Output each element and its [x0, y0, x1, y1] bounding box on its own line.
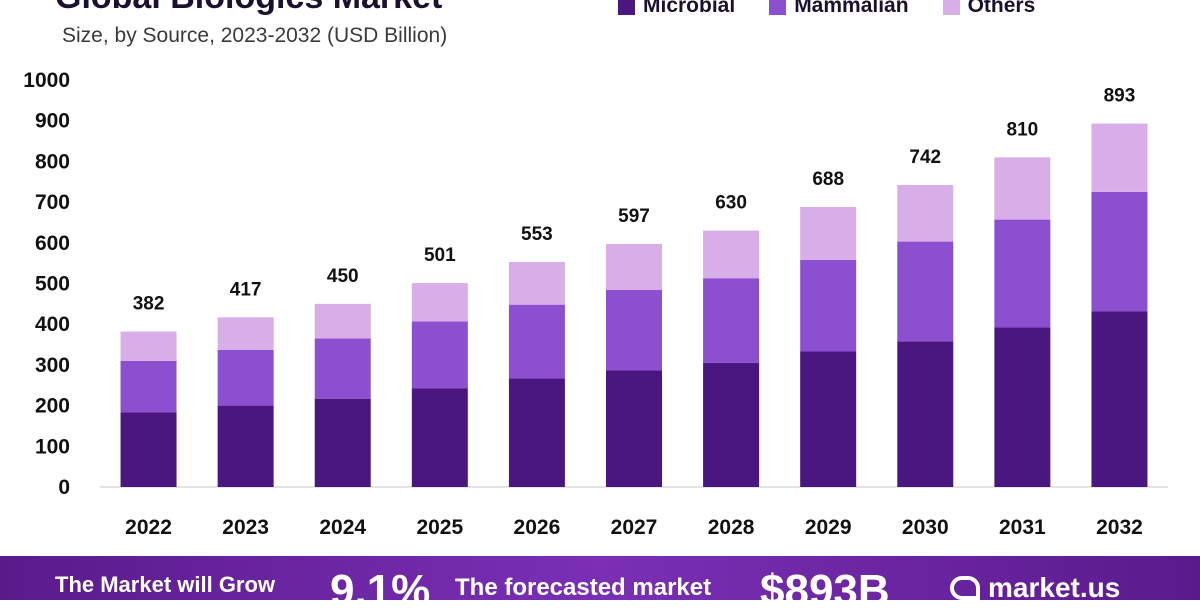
- data-label-total: 417: [230, 279, 262, 300]
- bar-mammalian-2032: [1091, 191, 1148, 312]
- footer-forecast-text: The forecasted market: [455, 574, 712, 601]
- x-tick-label: 2029: [805, 516, 852, 539]
- bar-microbial-2029: [800, 351, 857, 487]
- data-label-total: 742: [909, 147, 941, 168]
- bar-microbial-2024: [314, 398, 371, 487]
- legend-item-microbial: Microbial: [618, 0, 735, 18]
- data-label-total: 810: [1007, 119, 1039, 140]
- bar-mammalian-2031: [994, 219, 1051, 328]
- y-tick-label: 500: [35, 273, 70, 296]
- legend-item-others: Others: [942, 0, 1036, 18]
- bar-others-2023: [217, 317, 274, 350]
- bar-microbial-2027: [606, 370, 662, 487]
- x-tick-label: 2026: [514, 516, 561, 539]
- x-tick-label: 2027: [611, 516, 658, 539]
- bar-others-2024: [314, 303, 371, 339]
- bar-microbial-2026: [508, 378, 565, 487]
- bar-microbial-2032: [1091, 311, 1148, 487]
- footer-forecast-value: $893B: [760, 566, 890, 615]
- bar-mammalian-2028: [703, 278, 760, 363]
- x-tick-label: 2028: [708, 516, 755, 539]
- bar-microbial-2022: [120, 412, 177, 487]
- y-tick-label: 400: [35, 313, 70, 336]
- bar-mammalian-2022: [120, 360, 177, 413]
- market-us-logo-icon: [950, 576, 980, 600]
- x-tick-label: 2032: [1096, 516, 1143, 539]
- bar-microbial-2031: [994, 327, 1051, 487]
- y-tick-label: 800: [35, 150, 70, 173]
- y-tick-label: 0: [58, 476, 70, 499]
- legend-label-microbial: Microbial: [643, 0, 736, 17]
- y-tick-label: 900: [35, 110, 70, 133]
- chart-title: Global Biologics Market: [55, 0, 442, 17]
- bar-mammalian-2023: [217, 349, 274, 406]
- y-tick-label: 1000: [23, 69, 70, 92]
- x-tick-label: 2030: [902, 516, 949, 539]
- bar-others-2029: [800, 206, 857, 260]
- bar-mammalian-2025: [411, 321, 468, 389]
- bar-mammalian-2026: [508, 304, 565, 379]
- legend-label-mammalian: Mammalian: [794, 0, 909, 17]
- bar-others-2031: [994, 157, 1051, 220]
- bar-microbial-2028: [703, 362, 760, 487]
- x-tick-label: 2022: [125, 516, 172, 539]
- x-tick-label: 2023: [222, 516, 269, 539]
- legend-item-mammalian: Mammalian: [769, 0, 909, 18]
- bar-microbial-2030: [897, 341, 954, 487]
- legend-label-others: Others: [967, 0, 1036, 17]
- stacked-bar-chart: 0 100 200 300 400 500 600 700 800 900 1000 382 2022 4…: [23, 69, 1168, 539]
- bar-mammalian-2029: [800, 259, 857, 352]
- data-label-total: 630: [715, 193, 747, 214]
- bar-others-2027: [606, 244, 662, 291]
- y-tick-label: 100: [35, 435, 70, 458]
- footer-grow-text: The Market will Grow: [55, 572, 276, 597]
- footer-brand-label: market.us: [988, 572, 1121, 603]
- bar-others-2028: [703, 230, 760, 279]
- chart-subtitle: Size, by Source, 2023-2032 (USD Billion): [62, 24, 448, 47]
- data-label-total: 501: [424, 245, 456, 266]
- y-tick-label: 600: [35, 232, 70, 255]
- bar-mammalian-2030: [897, 241, 954, 342]
- legend-swatch-microbial: [618, 0, 635, 15]
- footer-cagr-value: 9.1%: [330, 566, 431, 615]
- bar-mammalian-2027: [606, 290, 662, 371]
- y-tick-label: 200: [35, 395, 70, 418]
- x-tick-label: 2024: [319, 516, 366, 539]
- legend-swatch-mammalian: [769, 0, 787, 15]
- x-tick-label: 2025: [416, 516, 463, 539]
- data-label-total: 382: [133, 294, 165, 315]
- bar-microbial-2023: [217, 405, 274, 487]
- data-label-total: 450: [327, 266, 359, 287]
- legend-swatch-others: [942, 0, 960, 15]
- data-label-total: 893: [1104, 86, 1136, 107]
- bar-others-2022: [120, 331, 177, 361]
- data-label-total: 597: [618, 206, 650, 227]
- data-label-total: 553: [521, 224, 553, 245]
- data-label-total: 688: [812, 169, 844, 190]
- x-tick-label: 2031: [999, 516, 1046, 539]
- bar-mammalian-2024: [314, 338, 371, 399]
- bar-microbial-2025: [411, 388, 468, 487]
- footer-brand: market.us: [950, 572, 1120, 604]
- bar-others-2030: [897, 185, 954, 242]
- legend: Microbial Mammalian Others: [618, 0, 1035, 18]
- y-tick-label: 700: [35, 191, 70, 214]
- y-tick-label: 300: [35, 354, 70, 377]
- bar-others-2032: [1091, 123, 1148, 192]
- bar-others-2026: [508, 261, 565, 305]
- bar-others-2025: [411, 283, 468, 322]
- footer-banner: The Market will Grow 9.1% The forecasted…: [0, 556, 1200, 615]
